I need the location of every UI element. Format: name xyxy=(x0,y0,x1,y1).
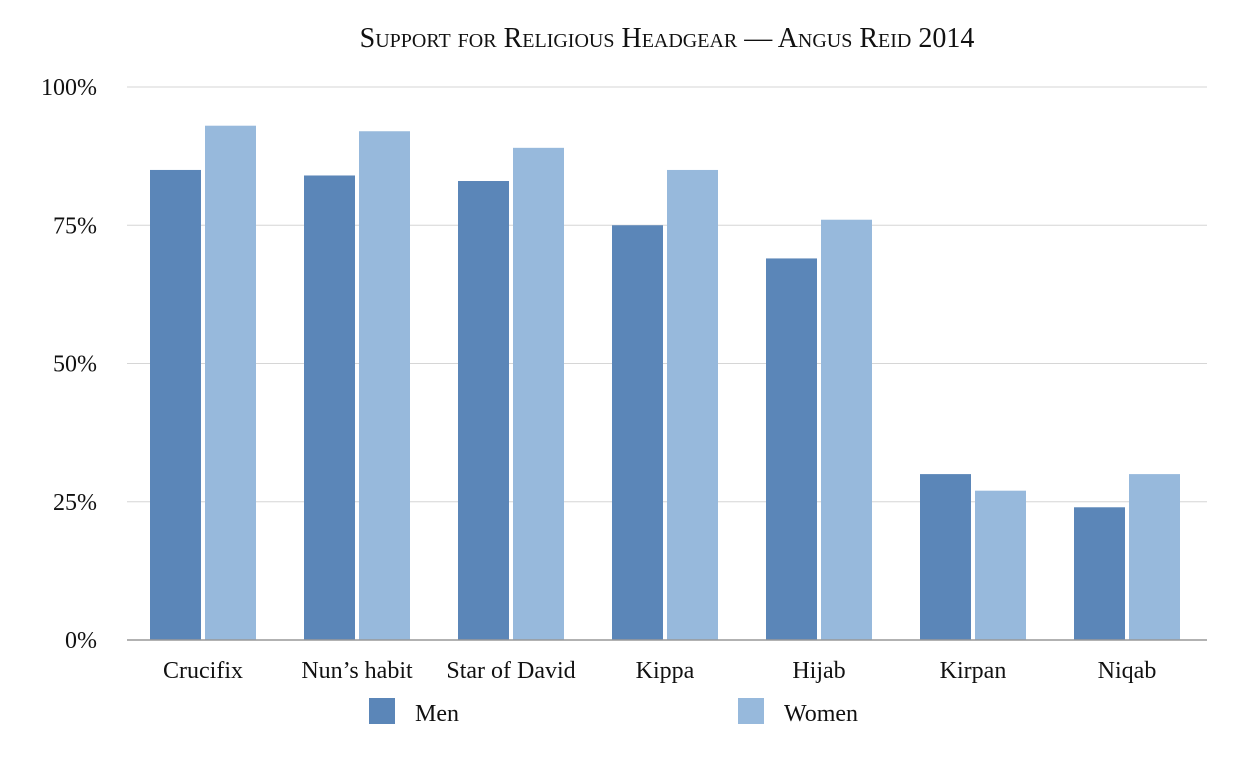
x-tick-label: Kirpan xyxy=(940,658,1007,684)
x-tick-label: Nun’s habit xyxy=(301,658,413,684)
legend: Men Women xyxy=(369,698,858,727)
legend-swatch-men xyxy=(369,698,395,724)
bar-women-3 xyxy=(667,169,718,640)
y-tick-label: 100% xyxy=(41,75,97,101)
bar-women-6 xyxy=(1129,474,1180,640)
y-axis-tick-labels: 0% 25% 50% 75% 100% xyxy=(41,75,97,654)
chart-title: Support for Religious Headgear — Angus R… xyxy=(360,23,975,54)
bar-men-1 xyxy=(304,175,355,641)
x-tick-label: Star of David xyxy=(446,658,575,684)
bar-women-5 xyxy=(975,490,1026,640)
legend-label-men: Men xyxy=(415,701,459,727)
x-tick-label: Kippa xyxy=(636,658,695,684)
y-tick-label: 25% xyxy=(53,490,97,516)
x-tick-label: Crucifix xyxy=(163,658,243,684)
bar-women-1 xyxy=(359,131,410,641)
x-tick-label: Niqab xyxy=(1098,658,1157,684)
bar-men-5 xyxy=(920,474,971,640)
bar-women-2 xyxy=(513,147,564,640)
bar-men-6 xyxy=(1074,507,1125,640)
legend-swatch-women xyxy=(738,698,764,724)
bar-men-0 xyxy=(150,169,201,640)
y-tick-label: 50% xyxy=(53,352,97,378)
y-tick-label: 75% xyxy=(53,213,97,239)
legend-label-women: Women xyxy=(784,701,858,727)
bar-women-0 xyxy=(205,125,256,640)
y-tick-label: 0% xyxy=(65,628,97,654)
bar-women-4 xyxy=(821,219,872,640)
bar-men-4 xyxy=(766,258,817,640)
x-tick-label: Hijab xyxy=(792,658,845,684)
bars xyxy=(150,125,1180,641)
bar-men-2 xyxy=(458,181,509,640)
x-axis-tick-labels: Crucifix Nun’s habit Star of David Kippa Hij… xyxy=(163,658,1156,684)
bar-men-3 xyxy=(612,225,663,640)
